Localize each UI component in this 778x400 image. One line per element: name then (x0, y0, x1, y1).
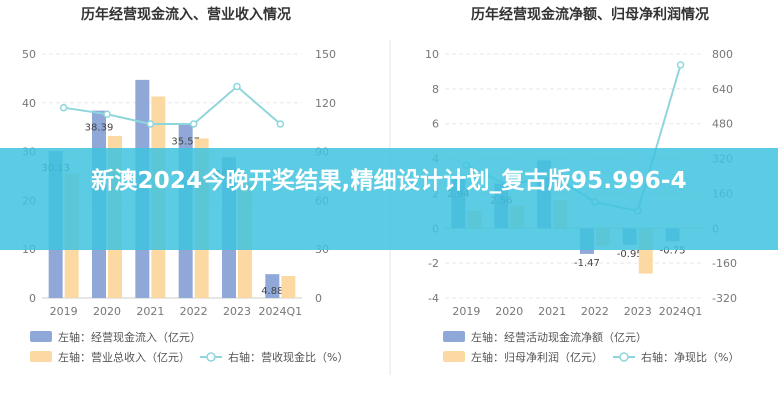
chart-title: 历年经营现金流净额、归母净利润情况 (471, 6, 709, 23)
legend: 左轴：经营现金流入（亿元） 左轴：营业总收入（亿元） 右轴：营收现金比（%） (30, 330, 348, 364)
bar-data-label: -0.95 (617, 249, 643, 260)
legend-label: 左轴：经营活动现金流净额（亿元） (471, 330, 647, 344)
line-series (63, 85, 281, 125)
x-axis-tick-label: 2023 (223, 305, 251, 318)
x-axis-tick-label: 2019 (452, 305, 480, 318)
right-axis-tick-label: 800 (712, 48, 733, 61)
line-point (276, 120, 285, 128)
legend-swatch (443, 331, 465, 342)
x-axis-tick-label: 2023 (624, 305, 652, 318)
left-axis-tick-label: 6 (432, 118, 439, 131)
legend-line-marker (206, 352, 216, 362)
right-axis-tick-label: 120 (315, 97, 336, 110)
x-axis-tick-label: 2021 (136, 305, 164, 318)
legend-line-marker (619, 352, 629, 362)
legend-swatch (443, 351, 465, 362)
line-point (103, 110, 111, 118)
x-axis-tick-label: 2024Q1 (659, 305, 703, 318)
legend-label: 左轴：经营现金流入（亿元） (58, 330, 201, 344)
line-point (146, 120, 155, 128)
chart-title: 历年经营现金流入、营业收入情况 (81, 6, 291, 23)
bar-data-label: 4.88 (261, 286, 283, 297)
left-axis-tick-label: 10 (425, 48, 439, 61)
right-axis-tick-label: 480 (712, 118, 733, 131)
right-axis-tick-label: 150 (315, 48, 336, 61)
x-axis-tick-label: 2019 (50, 305, 78, 318)
left-axis-tick-label: 8 (432, 83, 439, 96)
left-axis-tick-label: 0 (29, 292, 36, 305)
x-axis-tick-label: 2022 (581, 305, 609, 318)
bar-data-label: -0.75 (660, 245, 686, 256)
right-axis-tick-label: 640 (712, 83, 733, 96)
headline-text: 新澳2024今晚开奖结果,精细设计计划_复古版95.996-4 (91, 168, 687, 194)
bar-data-label: -1.47 (574, 258, 600, 269)
x-axis-tick-label: 2024Q1 (259, 305, 303, 318)
headline-banner (0, 148, 778, 250)
x-axis-tick-label: 2022 (180, 305, 208, 318)
x-axis-tick-label: 2020 (93, 305, 121, 318)
legend: 左轴：经营活动现金流净额（亿元） 左轴：归母净利润（亿元） 右轴：净现比（%） (443, 330, 739, 364)
legend-label: 左轴：归母净利润（亿元） (471, 350, 603, 364)
legend-label: 右轴：净现比（%） (641, 350, 739, 364)
left-axis-tick-label: 50 (22, 48, 36, 61)
right-axis-tick-label: -160 (712, 257, 737, 270)
right-axis-tick-label: -320 (712, 292, 737, 305)
legend-swatch (30, 351, 52, 362)
legend-label: 左轴：营业总收入（亿元） (58, 350, 190, 364)
line-point (233, 82, 241, 91)
right-axis-tick-label: 0 (315, 292, 322, 305)
line-point (189, 120, 198, 128)
left-axis-tick-label: -2 (428, 257, 439, 270)
bar-series-1 (265, 274, 280, 298)
legend-label: 右轴：营收现金比（%） (228, 350, 348, 364)
legend-swatch (30, 331, 52, 342)
left-axis-tick-label: -4 (428, 292, 439, 305)
bar-series-2 (281, 276, 296, 298)
line-point (59, 103, 68, 112)
bar-data-label: 35.57 (171, 136, 200, 147)
bar-data-label: 38.39 (85, 123, 114, 134)
line-point (676, 61, 685, 69)
x-axis-tick-label: 2020 (495, 305, 523, 318)
left-axis-tick-label: 40 (22, 97, 36, 110)
x-axis-tick-label: 2021 (538, 305, 566, 318)
